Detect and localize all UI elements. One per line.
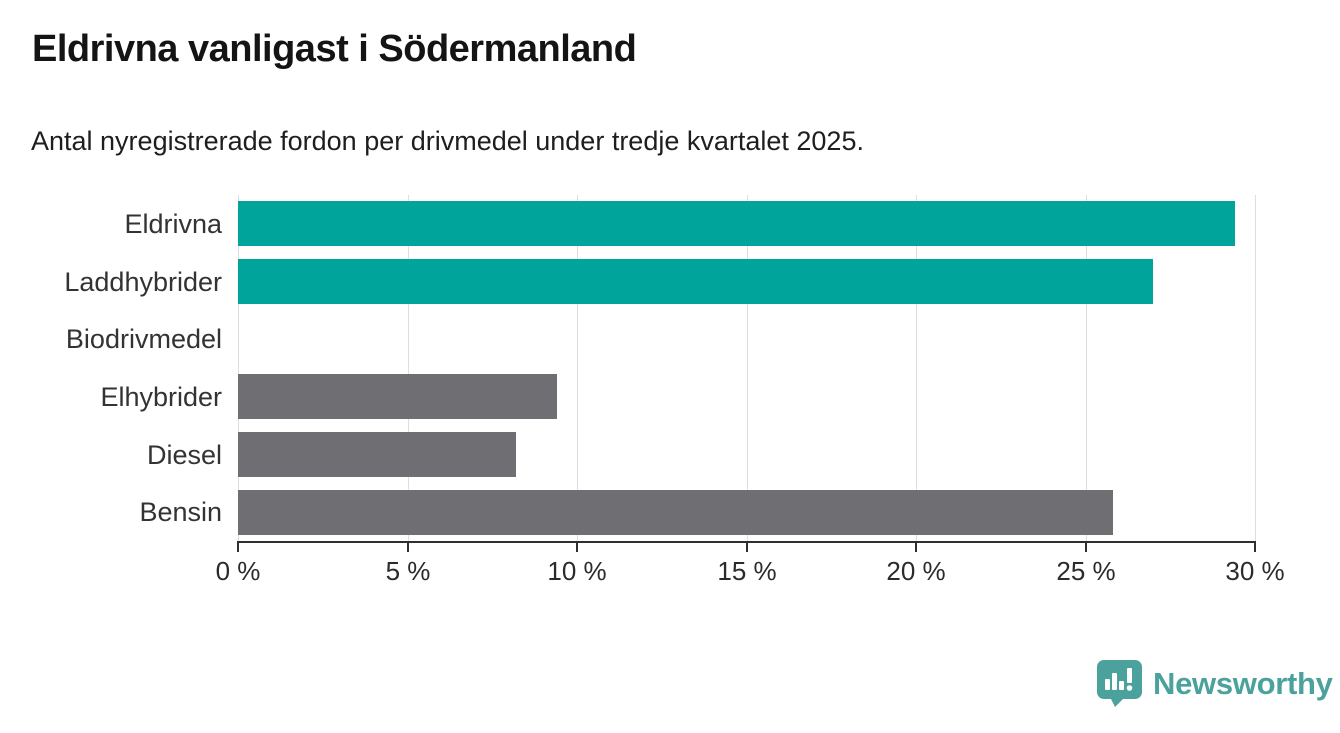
- gridline: [238, 195, 239, 541]
- x-tick-mark: [1254, 543, 1256, 552]
- x-tick-label: 20 %: [886, 556, 946, 586]
- chart-title: Eldrivna vanligast i Södermanland: [32, 28, 637, 70]
- category-label: Laddhybrider: [64, 267, 222, 297]
- x-tick-label: 30 %: [1225, 556, 1285, 586]
- gridline: [577, 195, 578, 541]
- x-tick-mark: [407, 543, 409, 552]
- x-tick-mark: [576, 543, 578, 552]
- gridline: [916, 195, 917, 541]
- plot-area: [238, 195, 1256, 541]
- gridline: [1255, 195, 1256, 541]
- speech-bubble-bar-chart-icon: [1097, 660, 1142, 707]
- x-axis-line: [237, 541, 1256, 543]
- chart-subtitle: Antal nyregistrerade fordon per drivmede…: [31, 126, 864, 156]
- x-tick-mark: [1085, 543, 1087, 552]
- newsworthy-wordmark: Newsworthy: [1153, 665, 1333, 701]
- bar-diesel: [238, 432, 516, 477]
- category-label: Elhybrider: [100, 382, 222, 412]
- gridline: [407, 195, 409, 541]
- x-tick-mark: [746, 543, 748, 552]
- newsworthy-logo: Newsworthy: [1096, 659, 1333, 708]
- category-label: Biodrivmedel: [65, 324, 222, 354]
- category-label: Bensin: [139, 497, 222, 527]
- gridline: [1085, 195, 1087, 541]
- category-label: Diesel: [146, 440, 222, 470]
- x-tick-mark: [915, 543, 917, 552]
- x-tick-mark: [237, 543, 239, 552]
- x-tick-label: 10 %: [547, 556, 607, 586]
- bar-laddhybrider: [238, 259, 1154, 304]
- category-label: Eldrivna: [124, 209, 222, 239]
- x-tick-label: 0 %: [215, 556, 261, 586]
- gridline: [746, 195, 748, 541]
- bar-bensin: [238, 490, 1113, 535]
- x-tick-label: 25 %: [1056, 556, 1116, 586]
- x-tick-label: 5 %: [385, 556, 431, 586]
- bar-eldrivna: [238, 201, 1235, 246]
- bar-elhybrider: [238, 374, 557, 419]
- x-tick-label: 15 %: [717, 556, 777, 586]
- category-axis: Eldrivna Laddhybrider Biodrivmedel Elhybrid…: [0, 195, 222, 541]
